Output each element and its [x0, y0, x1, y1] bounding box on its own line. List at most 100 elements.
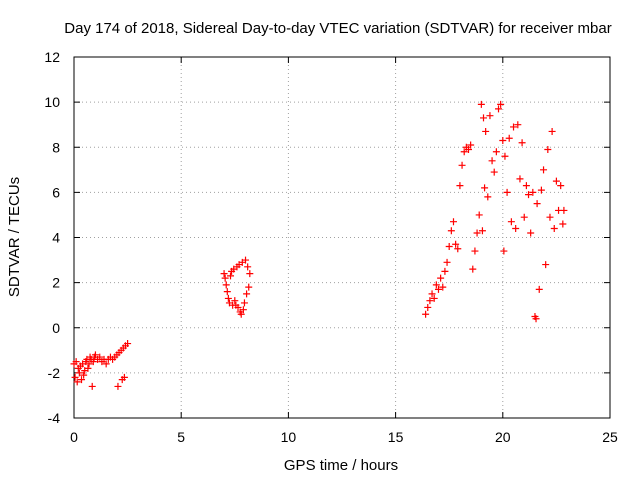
data-point: [478, 227, 486, 235]
data-point: [240, 299, 248, 307]
x-tick-label: 25: [602, 429, 618, 445]
data-point: [78, 376, 86, 384]
data-point: [542, 261, 550, 269]
y-tick-label: 8: [52, 139, 60, 155]
data-point: [481, 184, 489, 192]
data-point: [516, 175, 524, 183]
y-tick-labels: -4 -2 0 2 4 6 8 10 12: [44, 49, 60, 426]
data-point: [430, 294, 438, 302]
y-tick-label: 10: [44, 94, 60, 110]
data-point: [520, 213, 528, 221]
y-tick-label: 0: [52, 320, 60, 336]
grid: [74, 57, 610, 418]
x-tick-label: 0: [70, 429, 78, 445]
data-point: [432, 281, 440, 289]
data-point: [544, 146, 552, 154]
data-point: [88, 382, 96, 390]
data-point: [227, 272, 235, 280]
data-point: [512, 224, 520, 232]
data-point: [221, 274, 229, 282]
y-tick-label: 2: [52, 275, 60, 291]
data-point: [552, 177, 560, 185]
data-point: [242, 256, 250, 264]
data-point: [73, 378, 81, 386]
data-point: [560, 206, 568, 214]
data-point: [237, 310, 245, 318]
series-3: [422, 100, 568, 323]
data-point: [426, 297, 434, 305]
data-point: [447, 227, 455, 235]
data-point: [243, 290, 251, 298]
data-point: [89, 358, 97, 366]
data-point: [246, 270, 254, 278]
data-point: [480, 114, 488, 122]
data-point: [452, 240, 460, 248]
data-point: [486, 112, 494, 120]
data-point: [244, 263, 252, 271]
data-point: [477, 100, 485, 108]
data-point: [484, 193, 492, 201]
data-point: [499, 136, 507, 144]
data-point: [501, 152, 509, 160]
data-point: [441, 267, 449, 275]
data-point: [471, 247, 479, 255]
data-point: [245, 283, 253, 291]
data-point: [96, 353, 104, 361]
data-point: [456, 182, 464, 190]
data-point: [473, 229, 481, 237]
data-point: [234, 303, 242, 311]
data-point: [449, 218, 457, 226]
plot-frame: [73, 56, 611, 419]
data-point: [559, 220, 567, 228]
data-points: [70, 100, 568, 390]
data-point: [84, 364, 92, 372]
x-tick-label: 5: [177, 429, 185, 445]
data-point: [518, 139, 526, 147]
data-point: [85, 360, 93, 368]
data-point: [443, 258, 451, 266]
data-point: [550, 224, 558, 232]
x-tick-label: 15: [388, 429, 404, 445]
x-tick-label: 20: [495, 429, 511, 445]
data-point: [424, 303, 432, 311]
data-point: [120, 373, 128, 381]
chart-title: Day 174 of 2018, Sidereal Day-to-day VTE…: [64, 20, 611, 37]
x-tick-label: 10: [281, 429, 297, 445]
data-point: [71, 373, 79, 381]
data-point: [535, 285, 543, 293]
data-point: [482, 127, 490, 135]
data-point: [507, 218, 515, 226]
data-point: [488, 157, 496, 165]
data-point: [102, 360, 110, 368]
y-axis-label: SDTVAR / TECUs: [6, 177, 23, 297]
data-point: [220, 270, 228, 278]
data-point: [529, 188, 537, 196]
data-point: [510, 123, 518, 131]
data-point: [540, 166, 548, 174]
series-2: [220, 256, 254, 318]
data-point: [458, 161, 466, 169]
data-point: [428, 290, 436, 298]
data-point: [522, 182, 530, 190]
data-point: [557, 182, 565, 190]
series-1: [70, 340, 132, 390]
data-point: [514, 121, 522, 129]
data-point: [537, 186, 545, 194]
data-point: [467, 141, 475, 149]
y-tick-label: -4: [48, 410, 61, 426]
data-point: [475, 211, 483, 219]
data-point: [527, 229, 535, 237]
data-point: [495, 105, 503, 113]
data-point: [224, 294, 232, 302]
y-tick-label: 12: [44, 49, 60, 65]
data-point: [437, 274, 445, 282]
data-point: [239, 306, 247, 314]
data-point: [546, 213, 554, 221]
data-point: [445, 243, 453, 251]
data-point: [533, 200, 541, 208]
y-tick-label: -2: [48, 365, 61, 381]
data-point: [464, 146, 472, 154]
data-point: [490, 168, 498, 176]
data-point: [422, 310, 430, 318]
